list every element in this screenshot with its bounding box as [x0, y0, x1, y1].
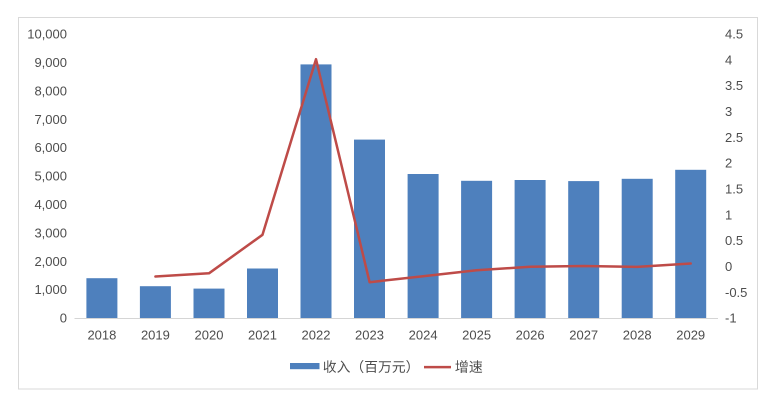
svg-text:0: 0 — [60, 311, 67, 326]
svg-text:4.5: 4.5 — [725, 27, 743, 42]
svg-text:2: 2 — [725, 156, 732, 171]
svg-text:1,000: 1,000 — [34, 282, 67, 297]
svg-text:8,000: 8,000 — [34, 83, 67, 98]
svg-text:5,000: 5,000 — [34, 169, 67, 184]
svg-text:4,000: 4,000 — [34, 197, 67, 212]
svg-text:3.5: 3.5 — [725, 78, 743, 93]
svg-text:4: 4 — [725, 52, 732, 67]
svg-text:2022: 2022 — [302, 328, 331, 343]
svg-text:3: 3 — [725, 104, 732, 119]
svg-text:2021: 2021 — [248, 328, 277, 343]
svg-text:6,000: 6,000 — [34, 140, 67, 155]
svg-text:1.5: 1.5 — [725, 182, 743, 197]
svg-text:2019: 2019 — [141, 328, 170, 343]
svg-text:2025: 2025 — [462, 328, 491, 343]
svg-text:7,000: 7,000 — [34, 112, 67, 127]
svg-text:1: 1 — [725, 207, 732, 222]
svg-text:10,000: 10,000 — [27, 27, 67, 42]
svg-text:2026: 2026 — [516, 328, 545, 343]
svg-text:2020: 2020 — [195, 328, 224, 343]
svg-text:-0.5: -0.5 — [725, 285, 747, 300]
svg-text:3,000: 3,000 — [34, 225, 67, 240]
svg-text:-1: -1 — [725, 311, 737, 326]
svg-text:2027: 2027 — [569, 328, 598, 343]
svg-text:2024: 2024 — [409, 328, 438, 343]
svg-text:0: 0 — [725, 259, 732, 274]
svg-text:2029: 2029 — [676, 328, 705, 343]
svg-text:2.5: 2.5 — [725, 130, 743, 145]
svg-text:2023: 2023 — [355, 328, 384, 343]
svg-text:2018: 2018 — [87, 328, 116, 343]
svg-text:2,000: 2,000 — [34, 254, 67, 269]
svg-text:0.5: 0.5 — [725, 233, 743, 248]
svg-text:2028: 2028 — [623, 328, 652, 343]
svg-text:9,000: 9,000 — [34, 55, 67, 70]
